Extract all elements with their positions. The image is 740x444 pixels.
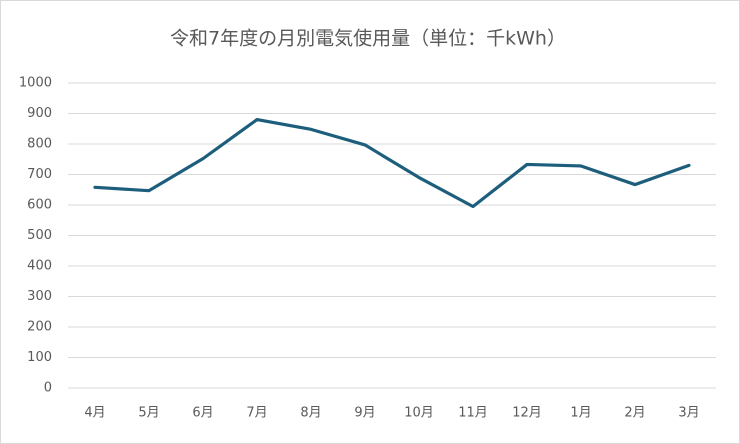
data-line <box>93 117 691 209</box>
y-tick-label: 200 <box>27 320 52 335</box>
x-tick-label: 5月 <box>138 406 159 421</box>
y-tick-label: 1000 <box>19 76 52 91</box>
x-tick-label: 2月 <box>624 406 645 421</box>
y-tick-label: 400 <box>27 259 52 274</box>
x-tick-label: 1月 <box>570 406 591 421</box>
x-tick-label: 4月 <box>84 406 105 421</box>
y-tick-label: 500 <box>27 228 52 243</box>
y-tick-label: 800 <box>27 137 52 152</box>
x-tick-label: 8月 <box>300 406 321 421</box>
x-tick-label: 6月 <box>192 406 213 421</box>
y-tick-label: 0 <box>44 381 52 396</box>
y-tick-label: 100 <box>27 350 52 365</box>
y-tick-label: 900 <box>27 106 52 121</box>
y-tick-label: 600 <box>27 198 52 213</box>
y-tick-label: 700 <box>27 167 52 182</box>
x-tick-label: 7月 <box>246 406 267 421</box>
x-tick-label: 12月 <box>512 406 542 421</box>
x-tick-label: 11月 <box>458 406 488 421</box>
x-tick-label: 10月 <box>404 406 434 421</box>
x-tick-label: 3月 <box>678 406 699 421</box>
chart-title: 令和7年度の月別電気使用量（単位：千kWh） <box>170 28 566 50</box>
y-tick-label: 300 <box>27 289 52 304</box>
x-tick-label: 9月 <box>354 406 375 421</box>
